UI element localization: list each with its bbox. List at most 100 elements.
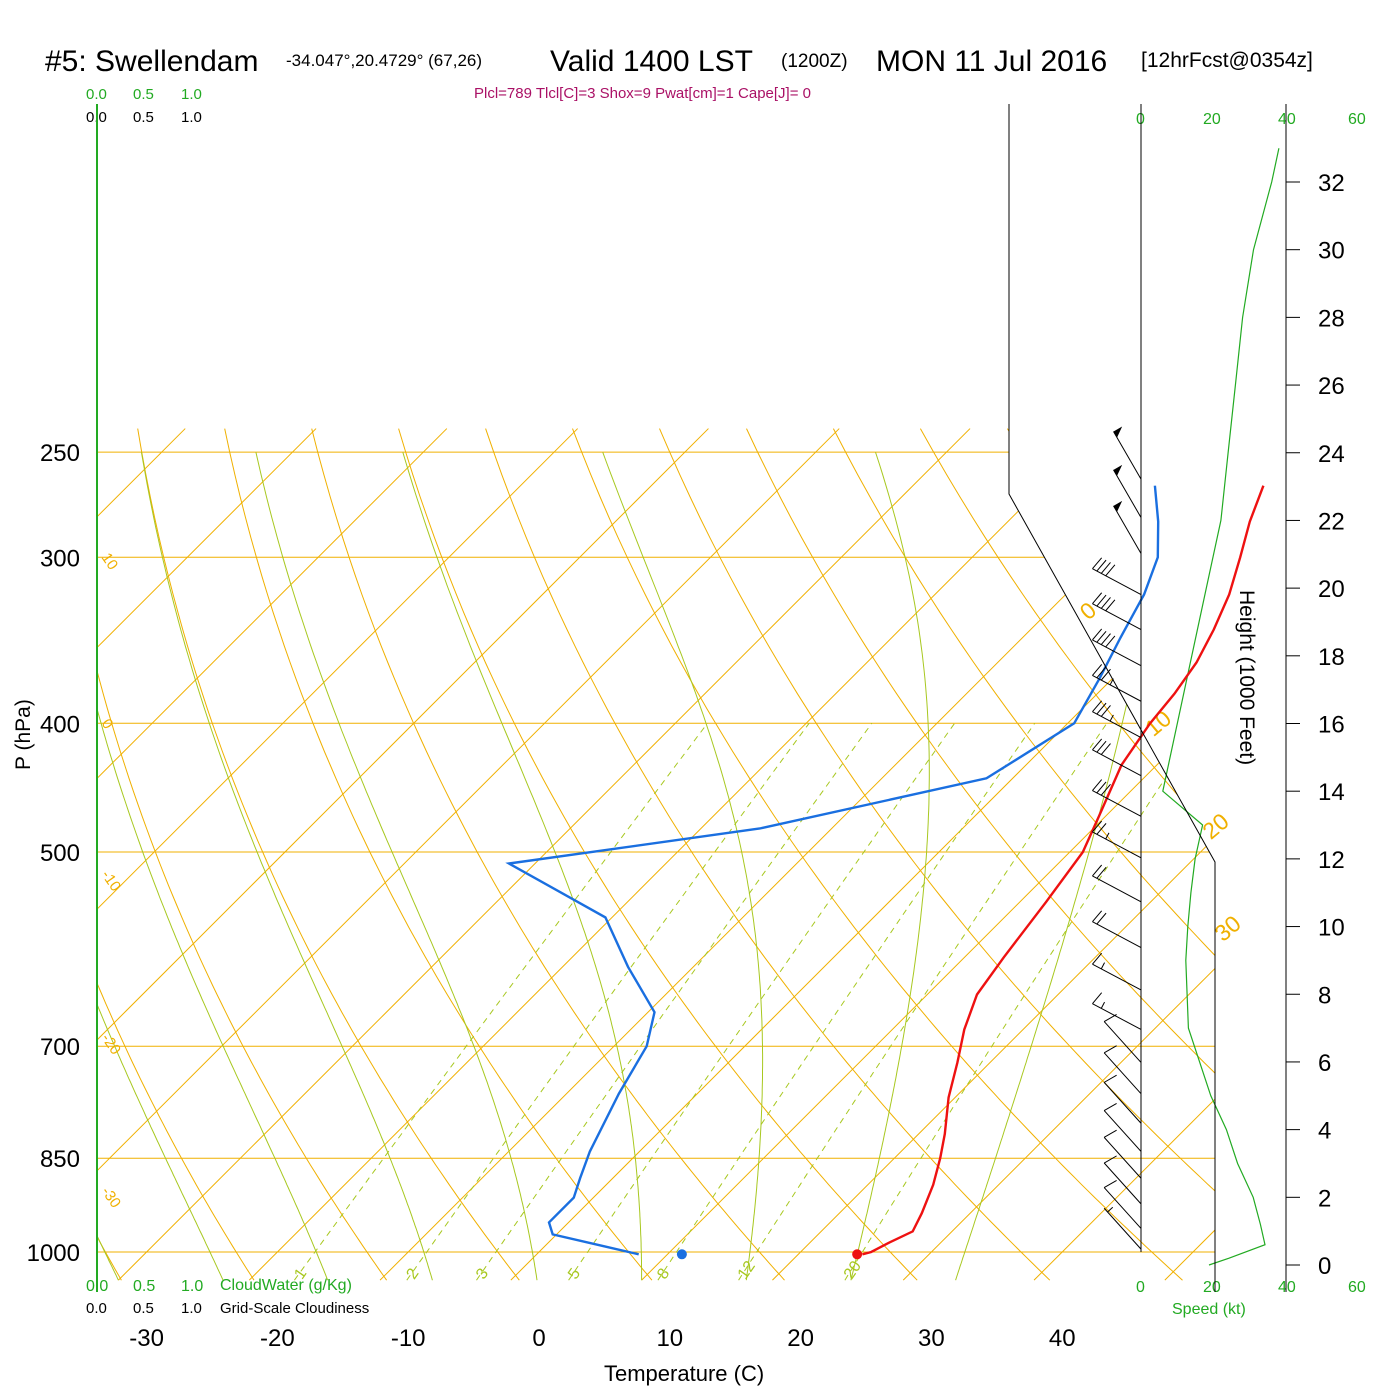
- cloudiness-tick-bottom: 0.0: [86, 1300, 107, 1317]
- valid-time: Valid 1400 LST: [550, 45, 753, 78]
- mixing-ratio-label: 20: [841, 1258, 865, 1282]
- wind-barb-full: [1092, 738, 1103, 751]
- wind-barb-staff: [1092, 1003, 1142, 1030]
- wind-barb-staff: [1103, 1021, 1142, 1063]
- pressure-tick-label: 250: [40, 440, 80, 467]
- wind-barb-staff: [1103, 1082, 1142, 1124]
- dry-adiabat-line: [832, 428, 1215, 1281]
- speed-tick-top: 60: [1348, 111, 1366, 128]
- pressure-tick-label: 850: [40, 1146, 80, 1173]
- wind-barb-flag: [1113, 464, 1123, 476]
- height-tick-label: 0: [1318, 1253, 1331, 1280]
- wind-barb-staff: [1092, 963, 1142, 991]
- cloudwater-tick-top: 0.5: [133, 86, 154, 103]
- wind-barb-full: [1100, 597, 1111, 609]
- height-tick-label: 18: [1318, 644, 1345, 671]
- cloudwater-tick-bottom: 0.5: [133, 1278, 155, 1295]
- wind-barb-staff: [1113, 505, 1142, 554]
- speed-tick-top: 20: [1203, 111, 1221, 128]
- cloudwater-tick-top: 1.0: [181, 86, 202, 103]
- isotherm-line: [97, 428, 840, 1281]
- temperature-tick-label: 20: [787, 1325, 814, 1352]
- height-axis-label: Height (1000 Feet): [1235, 590, 1258, 765]
- forecast-date: MON 11 Jul 2016: [876, 45, 1107, 78]
- mixing-ratio-line: [844, 723, 1202, 1281]
- stability-indices: Plcl=789 Tlcl[C]=3 Shox=9 Pwat[cm]=1 Cap…: [474, 85, 811, 102]
- pressure-tick-label: 700: [40, 1034, 80, 1061]
- moist-adiabat-line: [140, 452, 433, 1281]
- height-tick-label: 10: [1318, 915, 1345, 942]
- wind-barb-full: [1096, 666, 1107, 679]
- dry-adiabat-line: [398, 428, 918, 1281]
- height-tick-label: 32: [1318, 170, 1345, 197]
- wind-barb-full: [1103, 1102, 1117, 1111]
- cloudiness-tick-top: 1.0: [181, 109, 202, 126]
- wind-barb-half: [1105, 832, 1110, 840]
- mixing-ratio-label: 2: [404, 1265, 423, 1282]
- cloud-scales: 0.0 0.5 1.0 0.0 0.5 1.0 0.0 0.5 1.0 Clou…: [86, 86, 369, 1317]
- height-tick-label: 12: [1318, 847, 1345, 874]
- wind-barb-staff: [1092, 831, 1142, 859]
- temperature-tick-label: 0: [532, 1325, 545, 1352]
- dry-adiabat-line: [1093, 428, 1215, 1281]
- height-tick-label: 20: [1318, 576, 1345, 603]
- speed-tick-bottom: 20: [1203, 1279, 1221, 1296]
- wind-barb-full: [1105, 635, 1116, 648]
- wind-barb-full: [1096, 594, 1107, 607]
- cloudwater-tick-bottom: 1.0: [181, 1278, 203, 1295]
- wind-barb-full: [1092, 910, 1103, 923]
- temperature-tick-label: 10: [656, 1325, 683, 1352]
- mixing-ratio-label: 5: [565, 1265, 584, 1282]
- cloudwater-tick-top: 0.0: [86, 86, 107, 103]
- wind-barb-staff: [1113, 431, 1142, 480]
- wind-barb-full: [1105, 564, 1116, 577]
- temperature-profile: [862, 485, 1265, 1256]
- wind-barb-full: [1092, 700, 1103, 713]
- mixing-ratio-line: [476, 723, 873, 1281]
- temperature-tick-label: -10: [391, 1325, 426, 1352]
- isotherm-line: [97, 428, 578, 1281]
- temperature-tick-label: -30: [129, 1325, 164, 1352]
- wind-barb-staff: [1092, 790, 1142, 817]
- cloudiness-tick-top: 0.5: [133, 109, 154, 126]
- dry-adiabat-line: [97, 428, 255, 1281]
- wind-barb-staff: [1103, 1110, 1142, 1152]
- wind-speed-line: [1162, 148, 1280, 1266]
- isotherm-line: [97, 428, 448, 1281]
- station-coords: -34.047°,20.4729° (67,26): [286, 51, 482, 70]
- mixing-ratio-line: [738, 723, 1108, 1281]
- y-axis-label: P (hPa): [12, 699, 35, 770]
- wind-barb-full: [1096, 702, 1107, 715]
- wind-barb-full: [1096, 912, 1107, 925]
- mixing-ratio-line: [657, 723, 1036, 1281]
- wind-barb-full: [1103, 1129, 1117, 1138]
- height-tick-label: 22: [1318, 508, 1345, 535]
- isotherm-line: [379, 428, 1215, 1281]
- wind-barb-half: [1107, 1206, 1114, 1213]
- cloudiness-label: Grid-Scale Cloudiness: [220, 1300, 369, 1317]
- dewpoint-profile: [505, 485, 1160, 1256]
- dry-adiabat-label: 0: [1075, 597, 1102, 625]
- pressure-tick-label: 500: [40, 840, 80, 867]
- wind-barb-staff: [1103, 1137, 1142, 1179]
- wind-barb-full: [1096, 823, 1107, 835]
- wind-barb-staff: [1092, 674, 1142, 702]
- wind-barb-full: [1092, 864, 1103, 877]
- isotherm-line: [1033, 428, 1215, 1281]
- wind-barb-flag: [1113, 426, 1123, 438]
- wind-barb-full: [1096, 630, 1107, 643]
- mixing-ratio-line: [293, 722, 708, 1281]
- right-border: [1008, 104, 1216, 1292]
- dry-adiabat-line: [659, 428, 1215, 1281]
- moist-adiabat-line: [97, 452, 224, 1281]
- x-axis-label: Temperature (C): [604, 1361, 764, 1386]
- pressure-tick-label: 300: [40, 545, 80, 572]
- isotherm-line: [248, 428, 1102, 1281]
- dry-adiabat-label: -10: [98, 867, 124, 895]
- wind-barb-staff: [1103, 1187, 1142, 1229]
- wind-barb-full: [1103, 1155, 1117, 1164]
- speed-scale: 0 20 40 60 0 20 40 60 Speed (kt): [1136, 111, 1366, 1318]
- moist-adiabat-line: [255, 451, 538, 1281]
- moist-adiabat-line: [602, 451, 764, 1281]
- isotherm-line: [97, 428, 186, 1281]
